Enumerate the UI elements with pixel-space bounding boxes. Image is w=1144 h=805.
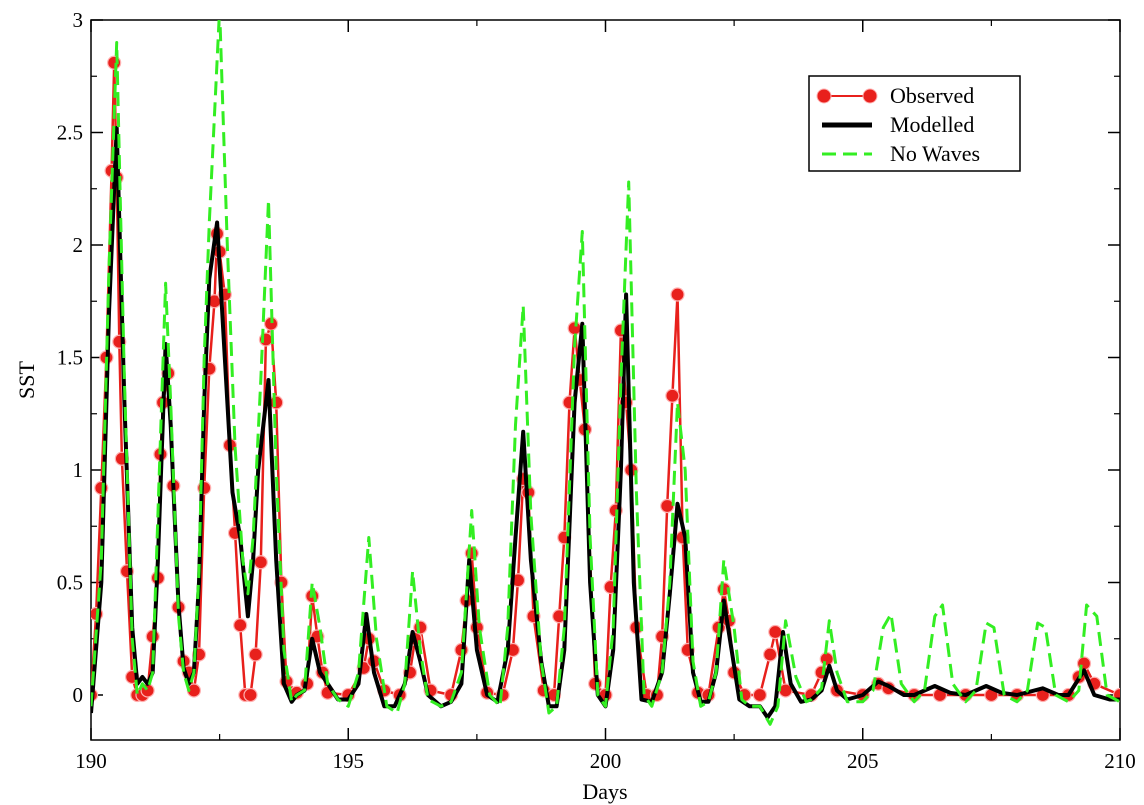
observed-point xyxy=(819,651,834,667)
y-tick-label: 3 xyxy=(73,8,84,32)
x-tick-label: 195 xyxy=(333,749,365,773)
observed-point xyxy=(670,287,685,302)
y-tick-label: 2.5 xyxy=(57,121,83,145)
observed-point xyxy=(269,395,284,410)
x-axis-label: Days xyxy=(582,779,627,804)
legend-item-observed: Observed xyxy=(816,83,974,108)
x-tick-label: 210 xyxy=(1104,749,1136,773)
x-tick-label: 190 xyxy=(75,749,107,773)
series-layer xyxy=(91,20,1120,726)
observed-point xyxy=(253,555,268,570)
axis-ticks: 190 195 200 205 210 0 0.5 1 1.5 2 2.5 3 xyxy=(57,8,1136,773)
y-tick-label: 1 xyxy=(73,458,84,482)
legend-marker-observed-1 xyxy=(816,88,832,104)
observed-point xyxy=(763,647,778,662)
y-tick-label: 2 xyxy=(73,233,84,257)
observed-point xyxy=(768,624,783,640)
x-tick-label: 205 xyxy=(847,749,879,773)
series-line-no-waves xyxy=(91,20,1120,726)
legend-marker-observed-2 xyxy=(862,88,878,104)
legend-label-no-waves: No Waves xyxy=(890,141,980,166)
observed-point xyxy=(660,498,675,514)
y-tick-label: 1.5 xyxy=(57,346,83,370)
legend-label-observed: Observed xyxy=(890,83,974,108)
observed-point xyxy=(233,618,248,633)
observed-point xyxy=(413,620,428,635)
observed-point xyxy=(665,388,680,403)
y-tick-label: 0.5 xyxy=(57,571,83,595)
observed-point xyxy=(248,647,263,662)
y-axis-label: SST xyxy=(14,360,39,398)
x-tick-label: 200 xyxy=(590,749,622,773)
observed-point xyxy=(752,687,767,703)
y-tick-label: 0 xyxy=(73,683,84,707)
legend: Observed Modelled No Waves xyxy=(808,75,1021,172)
legend-label-modelled: Modelled xyxy=(890,112,974,137)
series-line-modelled xyxy=(91,126,1120,720)
legend-item-modelled: Modelled xyxy=(822,112,974,137)
observed-point xyxy=(107,55,122,70)
legend-item-no-waves: No Waves xyxy=(822,141,980,166)
observed-point xyxy=(243,687,258,703)
